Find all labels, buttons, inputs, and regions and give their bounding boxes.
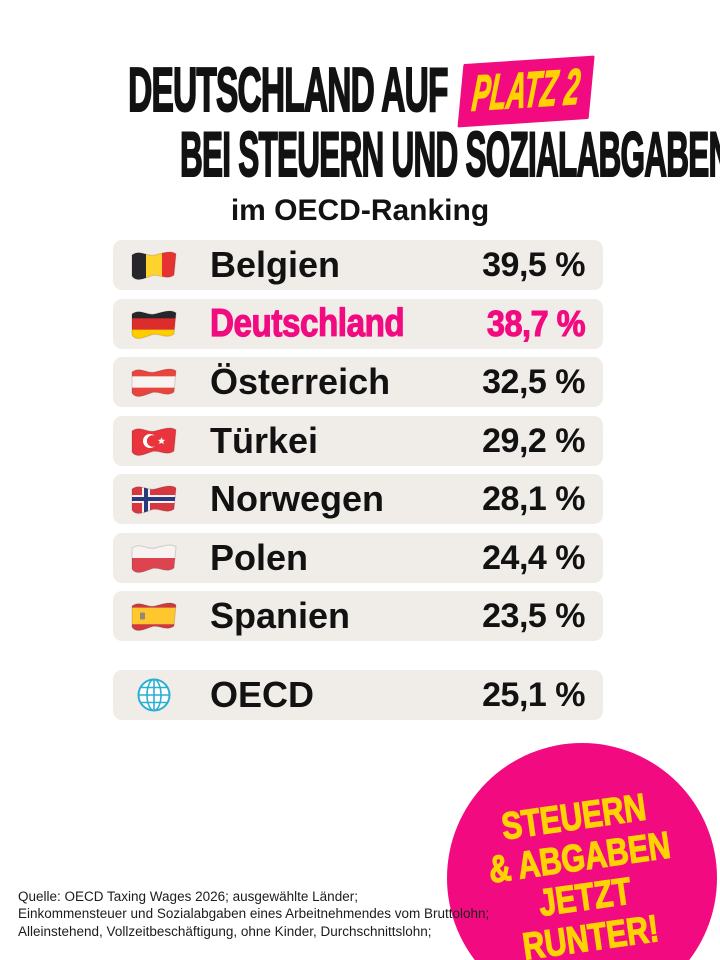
value-label: 29,2 %	[482, 421, 585, 460]
ranking-row: Spanien 23,5 %	[113, 591, 603, 641]
ranking-list: Belgien 39,5 % Deutschland 38,7 % Österr…	[113, 240, 603, 729]
norway-flag-icon	[130, 481, 178, 517]
ranking-row: Polen 24,4 %	[113, 532, 603, 583]
source-line: Quelle: OECD Taxing Wages 2026; ausgewäh…	[18, 889, 358, 904]
value-label: 25,1 %	[482, 676, 585, 714]
belgium-flag-icon	[130, 247, 178, 283]
spain-flag-icon	[130, 598, 178, 634]
sticker-text: STEUERN & ABGABEN JETZT RUNTER!	[480, 785, 684, 960]
country-label: Belgien	[210, 244, 341, 285]
austria-flag-icon	[130, 364, 178, 400]
value-label: 39,5 %	[482, 246, 585, 284]
subtitle: im OECD-Ranking	[230, 194, 490, 227]
country-label: Österreich	[210, 361, 391, 402]
steuern-runter-sticker: STEUERN & ABGABEN JETZT RUNTER!	[447, 743, 717, 960]
country-label: Polen	[210, 536, 309, 578]
turkey-flag-icon	[130, 423, 178, 459]
country-label: Norwegen	[210, 478, 385, 519]
ranking-row: Österreich 32,5 %	[113, 357, 603, 407]
country-label: Spanien	[210, 595, 351, 636]
headline-line1: DEUTSCHLAND AUF PLATZ 2	[128, 55, 595, 127]
ranking-row: Türkei 29,2 %	[113, 415, 603, 466]
ranking-row: Belgien 39,5 %	[113, 240, 603, 290]
country-label: Deutschland	[209, 302, 405, 345]
platz-2-badge-text: PLATZ 2	[469, 57, 583, 122]
value-label: 28,1 %	[482, 480, 585, 518]
value-label: 38,7 %	[486, 302, 586, 344]
source-line: Alleinstehend, Vollzeitbeschäftigung, oh…	[18, 923, 432, 939]
source-note: Quelle: OECD Taxing Wages 2026; ausgewäh…	[18, 888, 489, 940]
title-block: DEUTSCHLAND AUF PLATZ 2 BEI STEUERN UND …	[0, 55, 720, 228]
headline-text: DEUTSCHLAND AUF	[128, 56, 449, 125]
ranking-row: OECD 25,1 %	[113, 670, 603, 720]
country-label: OECD	[210, 674, 315, 715]
value-label: 23,5 %	[482, 597, 585, 635]
value-label: 32,5 %	[482, 363, 585, 401]
platz-2-badge: PLATZ 2	[457, 55, 595, 127]
germany-flag-icon	[130, 306, 178, 342]
headline-line2: BEI STEUERN UND SOZIALABGABEN	[180, 120, 720, 190]
globe-icon	[130, 677, 178, 713]
ranking-row: Deutschland 38,7 %	[113, 298, 603, 349]
ranking-row: Norwegen 28,1 %	[113, 474, 603, 524]
value-label: 24,4 %	[482, 538, 585, 577]
country-label: Türkei	[210, 419, 319, 461]
poland-flag-icon	[130, 540, 178, 576]
source-line: Einkommensteuer und Sozialabgaben eines …	[18, 906, 490, 922]
